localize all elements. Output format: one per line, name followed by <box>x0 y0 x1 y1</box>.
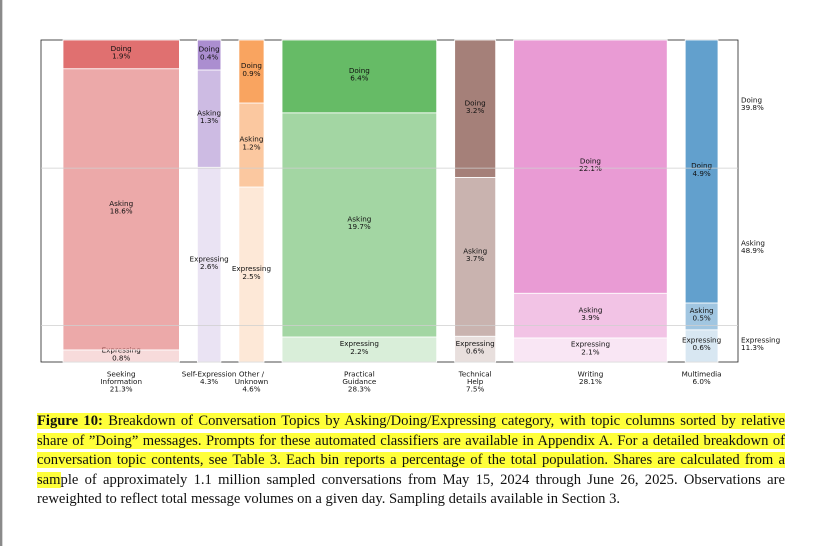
bar-segment-4-doing <box>454 39 497 178</box>
segment-label-2-doing: Doing 0.9% <box>241 61 262 78</box>
segment-label-2-expressing: Expressing 2.5% <box>232 264 271 281</box>
segment-label-3-expressing: Expressing 2.2% <box>340 339 379 356</box>
segment-label-4-asking: Asking 3.7% <box>463 247 487 264</box>
segment-label-6-doing: Doing 4.9% <box>691 161 712 178</box>
total-label-doing: Doing 39.8% <box>741 96 764 113</box>
bar-segment-1-doing <box>196 39 222 71</box>
category-label-0: Seeking Information 21.3% <box>100 370 142 394</box>
bar-segment-5-doing <box>513 39 668 294</box>
category-label-4: Technical Help 7.5% <box>458 370 492 394</box>
segment-label-5-doing: Doing 22.1% <box>579 156 602 173</box>
marimekko-chart: Expressing0.8%Asking18.6%Doing1.9%Seekin… <box>40 39 780 394</box>
page-edge <box>0 0 2 546</box>
figure-caption: Figure 10: Breakdown of Conversation Top… <box>37 412 785 510</box>
bar-segment-3-doing <box>281 39 438 114</box>
bar-segment-5-expressing <box>513 337 668 363</box>
category-label-6: Multimedia 6.0% <box>682 370 722 387</box>
bar-segment-3-expressing <box>281 336 438 363</box>
category-label-5: Writing 28.1% <box>578 370 604 387</box>
segment-label-1-expressing: Expressing 2.6% <box>190 254 229 271</box>
segment-label-3-asking: Asking 19.7% <box>347 215 371 232</box>
segment-label-5-expressing: Expressing 2.1% <box>571 340 610 357</box>
bar-segment-3-asking <box>281 112 438 338</box>
segment-label-1-doing: Doing 0.4% <box>199 45 220 62</box>
total-label-asking: Asking 48.9% <box>741 238 765 255</box>
segment-label-5-asking: Asking 3.9% <box>578 305 602 322</box>
caption-label: Figure 10: <box>37 413 103 429</box>
category-label-2: Other / Unknown 4.6% <box>235 370 268 394</box>
segment-label-6-asking: Asking 0.5% <box>690 306 714 323</box>
bar-segment-2-doing <box>238 39 265 104</box>
segment-label-2-asking: Asking 1.2% <box>239 135 263 152</box>
total-label-expressing: Expressing 11.3% <box>741 335 780 352</box>
segment-label-4-expressing: Expressing 0.6% <box>456 339 495 356</box>
segment-label-0-asking: Asking 18.6% <box>109 199 133 216</box>
bar-segment-6-expressing <box>684 329 719 363</box>
segment-label-1-asking: Asking 1.3% <box>197 108 221 125</box>
category-label-3: Practical Guidance 28.3% <box>342 370 377 394</box>
bar-segment-2-asking <box>238 102 265 188</box>
bar-segment-4-expressing <box>454 335 497 363</box>
segment-label-3-doing: Doing 6.4% <box>349 66 370 83</box>
page-edge-shadow <box>2 0 3 546</box>
segment-label-0-doing: Doing 1.9% <box>111 44 132 61</box>
segment-label-4-doing: Doing 3.2% <box>465 98 486 115</box>
bar-segment-4-asking <box>454 176 497 337</box>
category-label-1: Self-Expression 4.3% <box>182 370 237 387</box>
bar-segment-0-doing <box>62 39 180 70</box>
segment-label-6-expressing: Expressing 0.6% <box>682 336 721 353</box>
bar-segment-6-doing <box>684 39 719 304</box>
bar-segment-2-expressing <box>238 186 265 363</box>
caption-plain-text: ple of approximately 1.1 million sampled… <box>37 471 785 508</box>
